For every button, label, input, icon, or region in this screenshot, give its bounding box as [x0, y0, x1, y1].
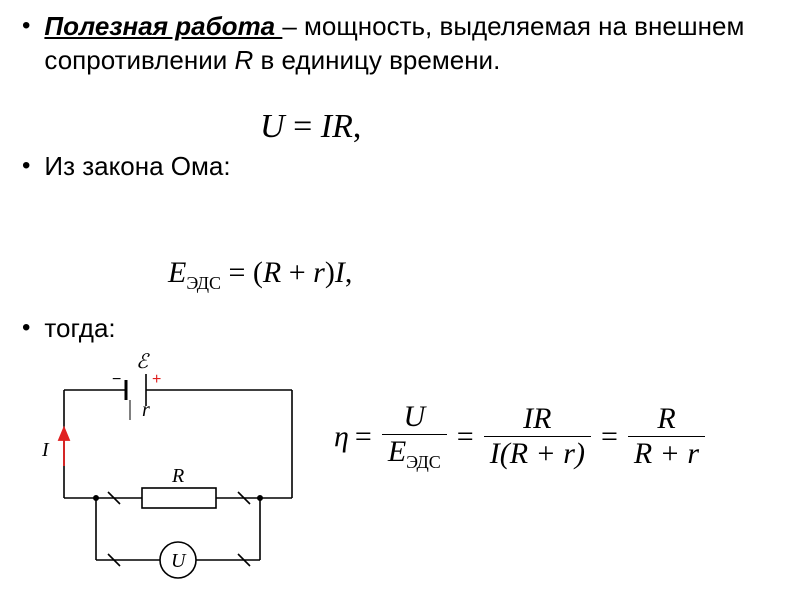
resistor-label: R	[171, 465, 184, 487]
bullet-then: • тогда:	[22, 312, 116, 346]
r-internal-label: r	[142, 399, 150, 421]
eta-symbol: η	[334, 420, 349, 454]
plus-label: +	[152, 371, 161, 388]
term-useful-work: Полезная работа	[44, 11, 282, 41]
circuit-diagram: ℰ − + r R I U	[34, 370, 310, 594]
bullet-dot: •	[22, 10, 30, 41]
frac-2: IR I(R + r)	[484, 402, 591, 471]
formula-emf: EЭДС = (R + r)I,	[168, 256, 352, 294]
eq-3: =	[601, 420, 618, 454]
voltmeter-label: U	[171, 550, 187, 572]
bullet-dot-3: •	[22, 312, 30, 343]
minus-label: −	[112, 371, 121, 388]
formula-eta: η = U EЭДС = IR I(R + r) = R R + r	[334, 400, 709, 473]
then-text: тогда:	[44, 312, 115, 346]
emf-label: ℰ	[136, 351, 150, 373]
ohm-text: Из закона Ома:	[44, 150, 230, 184]
definition-text: Полезная работа – мощность, выделяемая н…	[44, 10, 762, 78]
frac-3: R R + r	[628, 402, 705, 471]
frac-1: U EЭДС	[382, 400, 447, 473]
def-part2: в единицу времени.	[253, 45, 500, 75]
bullet-ohm: • Из закона Ома:	[22, 150, 231, 184]
current-label: I	[41, 439, 50, 461]
bullet-definition: • Полезная работа – мощность, выделяемая…	[22, 10, 762, 78]
eq-2: =	[457, 420, 474, 454]
eq-1: =	[355, 420, 372, 454]
bullet-dot-2: •	[22, 150, 30, 181]
formula-u-ir: U = IR,	[260, 108, 361, 146]
var-r: R	[235, 45, 254, 75]
